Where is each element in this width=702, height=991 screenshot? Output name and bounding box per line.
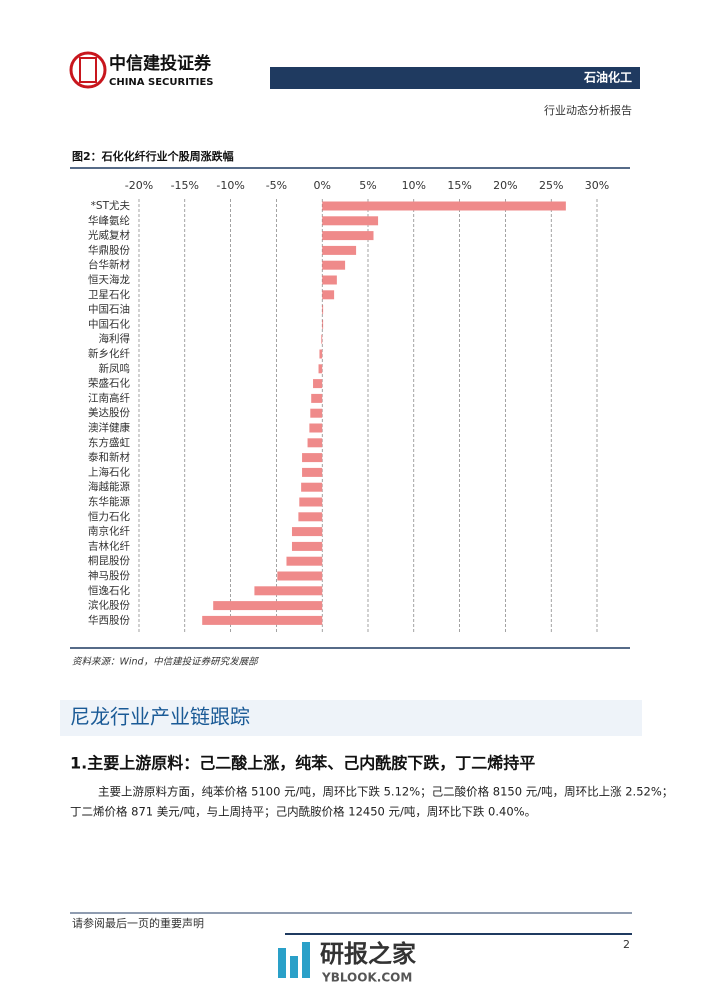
figure-source: 资料来源：Wind，中信建投证券研究发展部: [72, 656, 259, 668]
paragraph-line: 丁二烯价格 871 美元/吨，与上周持平；己内酰胺价格 12450 元/吨，周环…: [70, 805, 536, 819]
bar: [202, 615, 323, 625]
y-tick-label: 华峰氨纶: [88, 214, 130, 227]
y-tick-label: 东华能源: [88, 495, 130, 508]
y-tick-label: 澳洋健康: [88, 421, 130, 434]
x-tick-label: 20%: [493, 179, 517, 192]
logo: [69, 51, 107, 89]
bar: [322, 231, 374, 241]
y-tick-label: 恒力石化: [88, 510, 130, 523]
x-tick-label: -15%: [171, 179, 199, 192]
chart: -20% -15% -10% -5% 0% 5% 10% 15% 20% 25% 30% *ST尤夫华…: [88, 179, 609, 632]
section-subheading: 1.主要上游原料：己二酸上涨，纯苯、己内酰胺下跌，丁二烯持平: [70, 754, 535, 773]
sector-bar: [270, 67, 640, 89]
watermark-name: 研报之家: [320, 940, 416, 968]
bar: [302, 467, 323, 477]
x-tick-label: 25%: [539, 179, 563, 192]
y-tick-label: 中国石油: [88, 303, 130, 316]
sector: 石油化工: [583, 70, 632, 85]
y-tick-label: 东方盛虹: [88, 436, 130, 449]
y-tick-label: 中国石化: [88, 317, 130, 330]
section-heading: 尼龙行业产业链跟踪: [70, 705, 250, 729]
y-tick-label: 南京化纤: [88, 525, 130, 538]
x-tick-label: -20%: [125, 179, 153, 192]
watermark-icon: [278, 948, 286, 978]
company: 中信建投证券: [109, 53, 212, 74]
page-number: 2: [623, 938, 630, 951]
bar: [213, 601, 323, 611]
y-tick-label: 江南高纤: [88, 391, 130, 404]
figure-title: 图2：石化化纤行业个股周涨跌幅: [72, 149, 234, 163]
y-tick-label: 新凤鸣: [99, 362, 131, 375]
paragraph-line: 主要上游原料方面，纯苯价格 5100 元/吨，周环比下跌 5.12%；己二酸价格…: [98, 785, 673, 799]
bar: [309, 423, 323, 433]
bar: [322, 201, 566, 211]
y-tick-label: 华鼎股份: [88, 243, 130, 256]
bar: [322, 305, 324, 315]
bar: [291, 541, 323, 551]
watermark-site: YBLOOK.COM: [321, 971, 412, 985]
report-type: 行业动态分析报告: [544, 103, 632, 117]
logo-mark: [79, 57, 97, 83]
bar: [322, 260, 346, 270]
y-tick-label: 桐昆股份: [88, 554, 130, 567]
bar: [307, 438, 323, 448]
y-tick-label: 海利得: [99, 332, 131, 345]
bar: [321, 334, 323, 344]
bar: [254, 586, 323, 596]
bar: [277, 571, 323, 581]
bar: [322, 319, 324, 329]
x-tick-label: 0%: [313, 179, 330, 192]
bar: [298, 512, 323, 522]
x-tick-label: 5%: [359, 179, 376, 192]
y-tick-label: 荣盛石化: [88, 377, 130, 390]
y-tick-label: 光威复材: [88, 229, 130, 242]
bar: [311, 393, 323, 403]
watermark-icon: [290, 956, 298, 978]
y-tick-label: 吉林化纤: [88, 539, 130, 552]
x-tick-label: 15%: [447, 179, 471, 192]
bar: [313, 379, 323, 389]
bar: [322, 290, 335, 300]
company-en: CHINA SECURITIES: [109, 77, 214, 88]
y-tick-label: 海越能源: [88, 480, 130, 493]
watermark-icon: [302, 942, 310, 978]
y-tick-label: 新乡化纤: [88, 347, 130, 360]
bar: [322, 275, 337, 285]
y-tick-label: 卫星石化: [88, 288, 130, 301]
x-tick-label: 30%: [585, 179, 609, 192]
bar: [319, 349, 323, 359]
x-tick-label: -10%: [216, 179, 244, 192]
y-tick-label: 滨化股份: [88, 599, 130, 612]
bar: [301, 482, 323, 492]
bar: [322, 216, 379, 226]
y-tick-label: 华西股份: [88, 613, 130, 626]
y-tick-label: 神马股份: [88, 569, 130, 582]
y-tick-label: 恒天海龙: [88, 273, 130, 286]
y-tick-label: 泰和新材: [88, 451, 130, 464]
y-tick-label: 美达股份: [88, 406, 130, 419]
x-tick-label: 10%: [402, 179, 426, 192]
y-tick-label: *ST尤夫: [91, 199, 131, 212]
bar: [318, 364, 323, 374]
disclaimer: 请参阅最后一页的重要声明: [72, 916, 204, 930]
y-tick-label: 恒逸石化: [88, 584, 130, 597]
bar: [302, 453, 323, 463]
bar: [286, 556, 323, 566]
x-tick-label: -5%: [266, 179, 287, 192]
bar: [291, 527, 323, 537]
bar: [310, 408, 323, 418]
bar: [299, 497, 323, 507]
section-band: [60, 700, 642, 736]
y-tick-label: 上海石化: [88, 465, 130, 478]
bar: [322, 245, 357, 255]
y-tick-label: 台华新材: [88, 258, 130, 271]
